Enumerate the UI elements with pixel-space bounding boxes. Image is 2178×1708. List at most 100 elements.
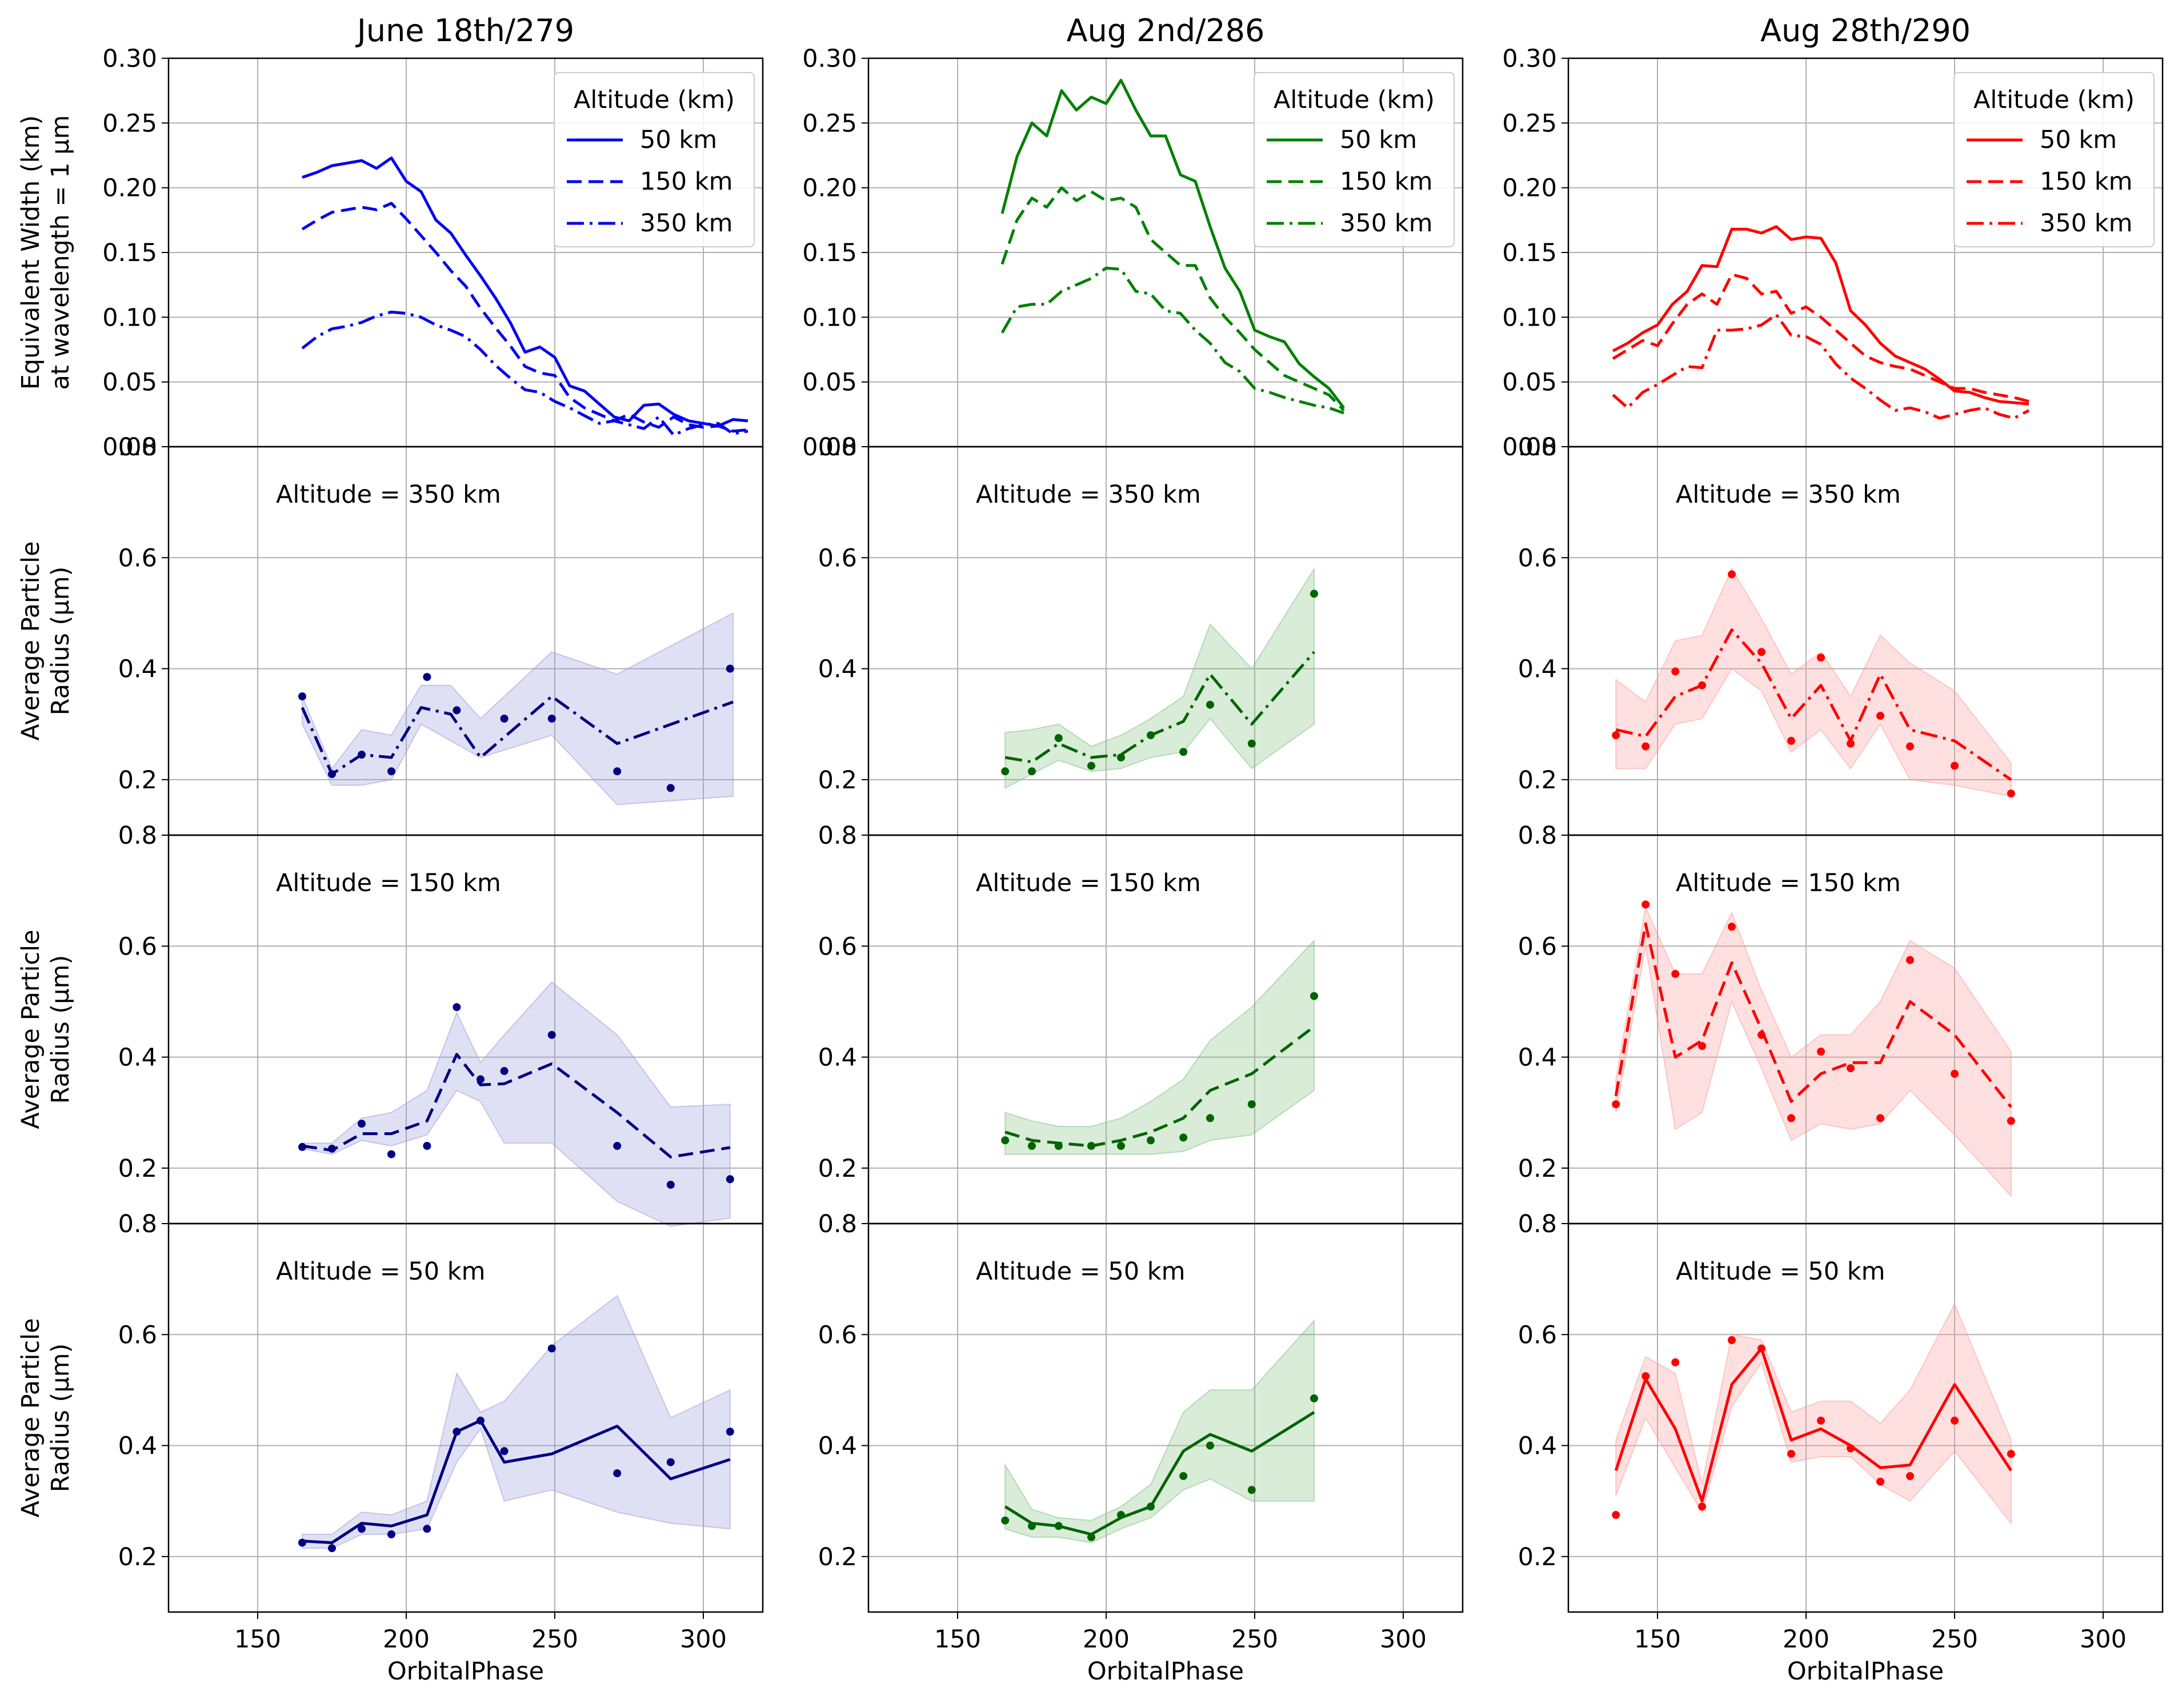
data-point bbox=[1951, 761, 1959, 770]
data-point bbox=[1757, 1031, 1765, 1039]
y-tick-label: 0.30 bbox=[102, 45, 157, 73]
y-tick-label: 0.20 bbox=[1502, 174, 1557, 203]
y-tick-label: 0.4 bbox=[118, 1044, 157, 1072]
legend-entry: 350 km bbox=[640, 209, 733, 238]
data-point bbox=[1847, 1444, 1855, 1453]
fit-line bbox=[301, 695, 734, 776]
x-tick-label: 300 bbox=[1380, 1625, 1427, 1654]
panel-r2-c0: 0.2 0.4 0.6 0.8 Altitude = 150 km bbox=[118, 821, 764, 1230]
data-point bbox=[1817, 653, 1825, 662]
data-point bbox=[666, 784, 675, 792]
data-point bbox=[2007, 1450, 2015, 1458]
data-point bbox=[1117, 753, 1125, 761]
data-point bbox=[1951, 1416, 1959, 1425]
y-tick-label: 0.4 bbox=[818, 655, 857, 684]
legend-title: Altitude (km) bbox=[1973, 86, 2135, 114]
y-tick-label: 0.8 bbox=[118, 1210, 157, 1238]
panel-label: Altitude = 50 km bbox=[976, 1257, 1186, 1286]
y-tick-label: 0.30 bbox=[1502, 45, 1557, 73]
panel-r3-c2: 0.2 0.4 0.6 0.8 Altitude = 50 km bbox=[1518, 1210, 2164, 1613]
panel-r1-c2: 0.2 0.4 0.6 0.8 Altitude = 350 km bbox=[1518, 433, 2164, 842]
y-tick-label: 0.05 bbox=[1502, 368, 1557, 397]
series-line-dashdot bbox=[1612, 313, 2030, 420]
data-point bbox=[1612, 1100, 1620, 1109]
panel-r1-c0: 0.2 0.4 0.6 0.8 Altitude = 350 km bbox=[118, 433, 764, 842]
data-point bbox=[1028, 1142, 1036, 1150]
series-line-dashdot bbox=[1000, 266, 1344, 415]
legend-entry: 50 km bbox=[640, 126, 717, 154]
panel-r0-c0: 0.00 0.05 0.10 0.15 0.20 0.25 0.30 0.8 Altitude … bbox=[102, 45, 764, 462]
data-point bbox=[1641, 742, 1650, 751]
data-point bbox=[423, 1142, 431, 1150]
y-tick-label: 0.8 bbox=[818, 433, 857, 462]
y-axis-label: Radius (μm) bbox=[46, 955, 75, 1104]
data-point bbox=[387, 767, 395, 776]
y-tick-label: 0.8 bbox=[118, 433, 157, 462]
y-axis-label: Radius (μm) bbox=[46, 1344, 75, 1493]
panel-label: Altitude = 50 km bbox=[276, 1257, 486, 1286]
data-point bbox=[613, 1142, 622, 1150]
series-line-dashed bbox=[1000, 186, 1345, 412]
y-tick-label: 0.6 bbox=[118, 1321, 157, 1349]
data-point bbox=[726, 1175, 734, 1184]
legend-entry: 50 km bbox=[2040, 126, 2117, 154]
legend-title: Altitude (km) bbox=[574, 86, 735, 114]
data-point bbox=[1817, 1416, 1825, 1425]
legend-entry: 150 km bbox=[1340, 167, 1433, 196]
data-point bbox=[358, 751, 366, 759]
y-tick-label: 0.20 bbox=[102, 174, 157, 203]
x-tick-label: 200 bbox=[383, 1625, 430, 1654]
fit-line bbox=[1004, 1025, 1315, 1148]
data-point bbox=[613, 1469, 622, 1478]
data-point bbox=[1671, 969, 1680, 978]
data-point bbox=[1787, 1450, 1795, 1458]
y-tick-label: 0.8 bbox=[1518, 821, 1557, 850]
data-point bbox=[1698, 1042, 1706, 1051]
data-point bbox=[1671, 667, 1680, 676]
series-line-solid bbox=[1000, 79, 1345, 409]
data-point bbox=[1698, 1502, 1706, 1511]
data-point bbox=[2007, 1117, 2015, 1125]
uncertainty-band bbox=[1004, 939, 1315, 1155]
x-axis-c1: 150 200 250 300 OrbitalPhase bbox=[934, 1612, 1427, 1686]
y-tick-label: 0.05 bbox=[802, 368, 857, 397]
y-tick-label: 0.15 bbox=[1502, 239, 1557, 267]
y-tick-label: 0.6 bbox=[1518, 544, 1557, 572]
y-tick-label: 0.6 bbox=[118, 932, 157, 961]
data-point bbox=[387, 1530, 395, 1538]
uncertainty-band bbox=[302, 981, 731, 1227]
data-point bbox=[1847, 739, 1855, 748]
data-point bbox=[547, 1344, 556, 1353]
data-point bbox=[477, 1075, 485, 1084]
data-point bbox=[1179, 1133, 1188, 1142]
y-tick-label: 0.6 bbox=[818, 1321, 857, 1349]
y-axis-label: Average Particle bbox=[17, 541, 45, 740]
data-point bbox=[1612, 731, 1620, 740]
data-point bbox=[1117, 1142, 1125, 1150]
x-tick-label: 300 bbox=[2080, 1625, 2127, 1654]
y-tick-label: 0.4 bbox=[818, 1432, 857, 1461]
y-tick-label: 0.10 bbox=[102, 303, 157, 332]
legend-entry: 350 km bbox=[2040, 209, 2133, 238]
data-point bbox=[1147, 731, 1155, 740]
data-point bbox=[1641, 900, 1650, 909]
x-tick-label: 150 bbox=[934, 1625, 981, 1654]
data-point bbox=[1206, 700, 1214, 709]
fit-line bbox=[1004, 1411, 1315, 1536]
y-tick-label: 0.4 bbox=[118, 1432, 157, 1461]
uncertainty-band bbox=[1615, 905, 2012, 1197]
panel-frame bbox=[867, 1222, 1464, 1613]
data-point bbox=[1310, 992, 1318, 1000]
y-tick-label: 0.25 bbox=[1502, 109, 1557, 138]
y-tick-label: 0.25 bbox=[102, 109, 157, 138]
data-point bbox=[1310, 590, 1318, 598]
x-tick-label: 200 bbox=[1083, 1625, 1130, 1654]
data-point bbox=[1671, 1358, 1680, 1366]
data-point bbox=[1247, 739, 1256, 748]
data-point bbox=[1247, 1100, 1256, 1109]
y-tick-label: 0.2 bbox=[118, 1154, 157, 1183]
data-point bbox=[1147, 1502, 1155, 1511]
y-tick-label: 0.20 bbox=[802, 174, 857, 203]
data-point bbox=[298, 1538, 306, 1547]
